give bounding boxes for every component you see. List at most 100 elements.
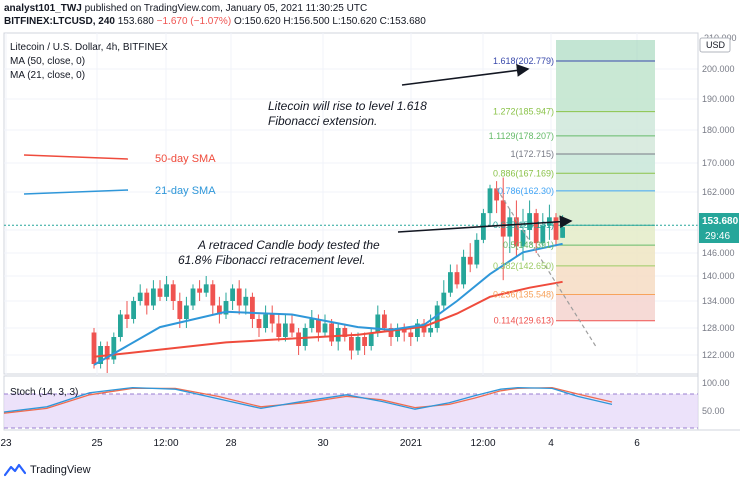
fib-zone-band <box>556 111 655 136</box>
legend-ma21: MA (21, close, 0) <box>10 70 85 81</box>
time-tick-label: 30 <box>317 438 329 449</box>
candle-body <box>296 332 301 346</box>
candle-body <box>401 328 407 333</box>
candle-body <box>448 272 453 293</box>
retrace-annotation-2: 61.8% Fibonacci retracement level. <box>178 253 365 267</box>
price-tick-label: 128.000 <box>702 323 735 333</box>
candle-body <box>368 332 374 346</box>
candle-body <box>217 305 222 315</box>
legend-title: Litecoin / U.S. Dollar, 4h, BITFINEX <box>10 42 168 53</box>
stoch-tick-50: 50.00 <box>702 406 725 416</box>
price-tick-label: 180.000 <box>702 125 735 135</box>
candle-body <box>289 323 295 333</box>
candle-body <box>210 284 216 306</box>
candle-body <box>137 292 143 301</box>
fib-zone-band <box>556 190 655 226</box>
candle-body <box>342 328 348 337</box>
fib-level-label: 1(172.715) <box>510 149 554 159</box>
candle-body <box>434 305 440 328</box>
candle-body <box>388 328 394 337</box>
ma21-line <box>93 242 563 366</box>
price-tick-label: 162.000 <box>702 187 735 197</box>
candle-body <box>256 319 262 328</box>
sma50-annotation: 50-day SMA <box>155 153 216 165</box>
candle-body <box>428 328 433 333</box>
candle-body <box>111 337 117 360</box>
fib-level-label: 1.1129(178.207) <box>489 131 554 141</box>
fib-level-label: 1.618(202.779) <box>493 56 554 66</box>
fib-zone-band <box>556 173 655 191</box>
price-axis[interactable] <box>698 33 740 374</box>
currency-badge[interactable] <box>699 37 731 53</box>
price-tick-label: 170.000 <box>702 158 735 168</box>
brand-footer[interactable]: TradingView <box>4 463 91 477</box>
last-price: 153.680 <box>117 16 154 27</box>
candle-body <box>507 217 513 237</box>
price-tick-label: 190.000 <box>702 94 735 104</box>
candle-body <box>500 200 506 237</box>
candle-body <box>124 314 130 319</box>
rise-annotation-2: Fibonacci extension. <box>268 114 377 128</box>
currency-label: USD <box>706 40 726 50</box>
author-name[interactable]: analyst101_TWJ <box>4 3 82 14</box>
candle-body <box>91 332 97 364</box>
fib-zone-band <box>556 60 655 112</box>
candle-body <box>223 301 229 315</box>
time-tick-label: 6 <box>634 438 640 449</box>
candle-body <box>98 346 103 364</box>
candle-body <box>104 346 110 360</box>
countdown-tag <box>699 228 739 243</box>
annotations: 50-day SMA 21-day SMA Litecoin will rise t… <box>23 64 573 267</box>
ma50-line <box>93 280 563 358</box>
fib-level-label: 0.236(135.548) <box>493 290 554 300</box>
fib-zone-band <box>556 135 655 155</box>
retrace-arrow <box>397 215 573 233</box>
time-axis[interactable]: 23 25 12:00 28 30 2021 12:00 4 6 <box>0 438 640 449</box>
fib-level-label: 0.886(167.169) <box>493 168 554 178</box>
time-tick-label: 4 <box>548 438 554 449</box>
candle-body <box>309 319 315 328</box>
fib-level-label: 1.272(185.947) <box>493 107 554 117</box>
sma21-legend-line <box>23 189 129 195</box>
stoch-band <box>4 394 698 428</box>
fib-zone-band <box>556 265 655 295</box>
fib-zone-band <box>556 225 655 246</box>
ohlc-values: O:150.620 H:156.500 L:150.620 C:153.680 <box>233 16 426 27</box>
candle-body <box>421 323 427 333</box>
symbol-header: BITFINEX:LTCUSD, 240 153.680 −1.670 (−1.… <box>4 16 426 27</box>
candle-body <box>395 328 400 337</box>
legend-ma50: MA (50, close, 0) <box>10 56 85 67</box>
fib-zone-band <box>556 294 655 321</box>
candle-body <box>269 314 275 324</box>
stoch-label: Stoch (14, 3, 3) <box>10 387 78 398</box>
sma50-legend-line <box>23 154 129 160</box>
candle-body <box>527 213 532 230</box>
candle-body <box>474 239 480 265</box>
candle-body <box>514 217 519 247</box>
time-tick-label: 12:00 <box>153 438 178 449</box>
candle-body <box>375 314 381 333</box>
candle-body <box>250 296 255 319</box>
candle-body <box>243 296 249 306</box>
moving-averages <box>93 188 597 366</box>
stoch-tick-100: 100.00 <box>702 378 730 388</box>
candle-body <box>335 328 341 342</box>
projection-line <box>496 188 597 347</box>
fib-level-label: 0.786(162.30) <box>498 186 554 196</box>
candle-body <box>349 337 354 351</box>
candle-body <box>197 288 202 293</box>
price-change: −1.670 (−1.07%) <box>156 16 232 27</box>
candle-body <box>454 272 460 285</box>
candle-body <box>533 213 539 244</box>
retrace-annotation-1: A retraced Candle body tested the <box>197 238 380 252</box>
price-tick-label: 134.000 <box>702 296 735 306</box>
candle-body <box>276 323 282 337</box>
candle-body <box>236 288 242 306</box>
candle-body <box>329 323 334 342</box>
time-tick-label: 23 <box>0 438 12 449</box>
candle-body <box>520 230 526 247</box>
fib-zone-band <box>556 154 655 174</box>
price-tick-label: 146.000 <box>702 248 735 258</box>
candle-body <box>118 314 123 337</box>
